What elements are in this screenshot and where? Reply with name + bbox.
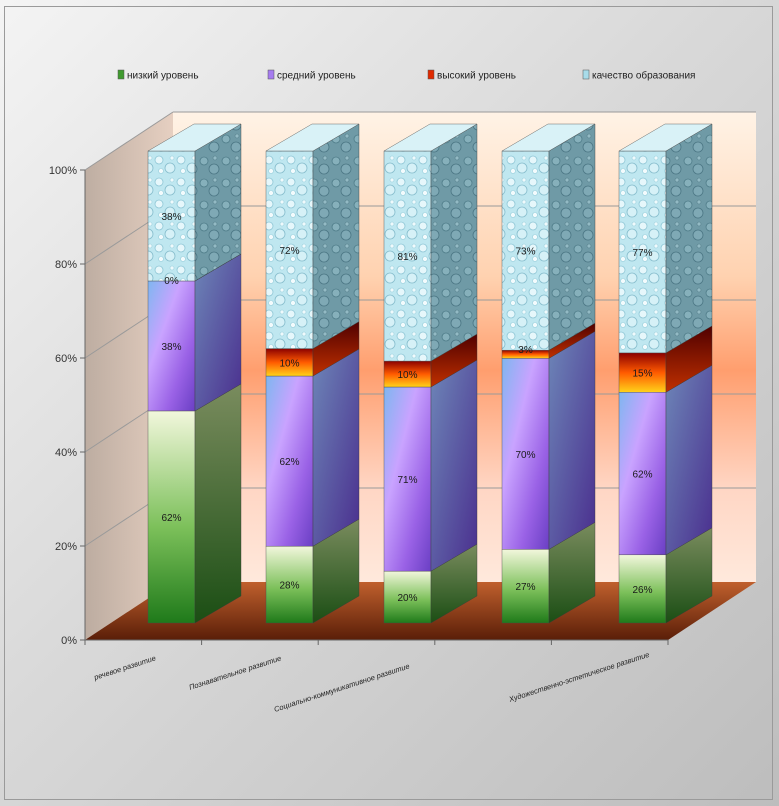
- legend: низкий уровень средний уровень высокий уро…: [117, 69, 695, 82]
- bar-segment-качество-образования: [618, 150, 667, 354]
- data-label: 72%: [279, 246, 299, 257]
- bar-segment-side: [312, 123, 360, 349]
- bar-segment-side: [194, 253, 242, 412]
- data-label: 38%: [161, 212, 181, 223]
- bar-top: [383, 123, 478, 152]
- y-tick-label: 100%: [49, 165, 77, 177]
- bar-segment-высокий-уровень: [265, 348, 314, 377]
- legend-swatch: [582, 69, 590, 80]
- bar-segment-side: [194, 123, 242, 282]
- bar-segment-side: [430, 359, 478, 572]
- data-label: 10%: [397, 370, 417, 381]
- bar-segment-side: [548, 331, 596, 550]
- data-label: 27%: [515, 582, 535, 593]
- bar-segment-side: [665, 364, 713, 556]
- data-label: 77%: [632, 248, 652, 259]
- data-label: 73%: [515, 247, 535, 258]
- chart-frame: [4, 6, 773, 800]
- legend-label: высокий уровень: [437, 71, 516, 82]
- data-label: 62%: [161, 513, 181, 524]
- legend-label: средний уровень: [277, 71, 356, 82]
- data-labels: 62% 38% 0% 38% 28% 62% 10% 72% 20% 71% 10% 81% 27% 70…: [161, 212, 652, 604]
- bar-segment-side: [194, 383, 242, 624]
- bar-top: [618, 123, 713, 152]
- bar-3: [383, 123, 478, 624]
- legend-swatch: [117, 69, 125, 80]
- data-label: 15%: [632, 369, 652, 380]
- legend-swatch: [427, 69, 435, 80]
- y-axis: 0% 20% 40% 60% 80% 100%: [49, 165, 669, 647]
- bar-segment-высокий-уровень: [383, 360, 432, 388]
- bar-1: [147, 123, 242, 624]
- bar-segment-качество-образования: [383, 150, 432, 362]
- bars: [147, 123, 713, 624]
- legend-label: качество образования: [592, 70, 695, 82]
- data-label: 38%: [161, 342, 181, 353]
- data-label: 71%: [397, 475, 417, 486]
- bar-top: [501, 123, 596, 152]
- legend-label: низкий уровень: [127, 71, 199, 82]
- data-label: 28%: [279, 581, 299, 592]
- gridline-side: [84, 111, 174, 171]
- bar-segment-средний-уровень: [383, 386, 432, 572]
- x-axis-labels: речевое развитие Познавательное развитиеС…: [92, 650, 651, 714]
- category-label: Социально-коммуникативное развитие: [273, 661, 411, 713]
- bar-5: [618, 123, 713, 624]
- bar-segment-качество-образования: [147, 150, 196, 282]
- bar-2: [265, 123, 360, 624]
- y-tick-label: 40%: [55, 447, 77, 459]
- data-label: 0%: [164, 276, 179, 287]
- category-label: Познавательное развитие: [188, 654, 283, 692]
- bar-segment-side: [665, 123, 713, 354]
- data-label: 26%: [632, 585, 652, 596]
- data-label: 10%: [279, 358, 299, 369]
- data-label: 62%: [279, 457, 299, 468]
- data-label: 3%: [518, 345, 533, 356]
- bar-segment-качество-образования: [265, 150, 314, 349]
- data-label: 20%: [397, 593, 417, 604]
- bar-top: [147, 123, 242, 152]
- legend-swatch: [267, 69, 275, 80]
- bar-segment-средний-уровень: [147, 280, 196, 412]
- bar-top: [265, 123, 360, 152]
- bar-segment-side: [312, 348, 360, 547]
- data-label: 81%: [397, 252, 417, 263]
- bar-segment-средний-уровень: [265, 375, 314, 547]
- bar-segment-side: [430, 123, 478, 362]
- category-label: речевое развитие: [92, 653, 157, 682]
- bar-4: [501, 123, 596, 624]
- y-tick-label: 80%: [55, 259, 77, 271]
- y-tick-label: 60%: [55, 353, 77, 365]
- bar-segment-качество-образования: [501, 150, 550, 351]
- bar-segment-низкий-уровень: [147, 410, 196, 624]
- bar-segment-низкий-уровень: [383, 570, 432, 624]
- category-label: Художественно-эстетическое развитие: [507, 650, 651, 704]
- bar-segment-низкий-уровень: [501, 549, 550, 624]
- bar-segment-side: [548, 123, 596, 351]
- y-tick-label: 0%: [61, 635, 77, 647]
- bar-segment-низкий-уровень: [618, 554, 667, 624]
- data-label: 70%: [515, 450, 535, 461]
- y-tick-label: 20%: [55, 541, 77, 553]
- data-label: 62%: [632, 470, 652, 481]
